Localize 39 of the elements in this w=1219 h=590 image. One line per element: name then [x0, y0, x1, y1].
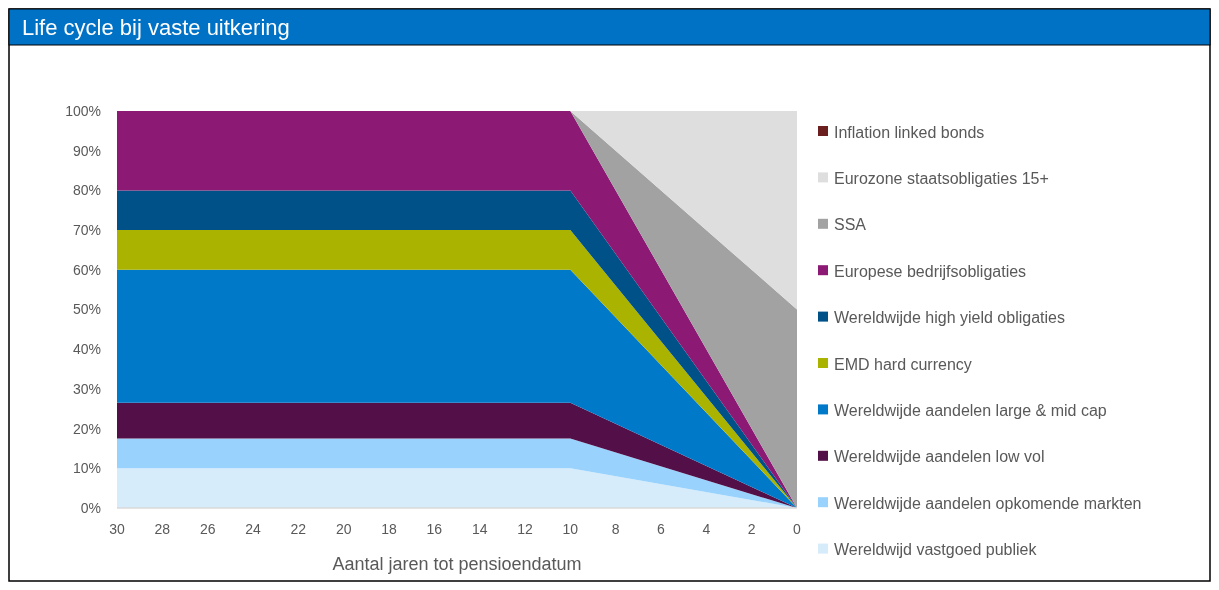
y-tick-label: 70%: [72, 222, 101, 238]
legend-label: Wereldwijde high yield obligaties: [834, 309, 1065, 327]
x-tick-label: 20: [335, 521, 352, 537]
y-tick-label: 40%: [72, 341, 101, 358]
x-tick-label: 26: [199, 521, 216, 537]
y-tick-label: 100%: [65, 102, 101, 119]
x-tick-label: 30: [109, 521, 125, 537]
legend-label: Wereldwijde aandelen low vol: [834, 448, 1045, 466]
x-tick-label: 10: [562, 521, 579, 537]
chart-title: Life cycle bij vaste uitkering: [22, 15, 290, 40]
y-tick-label: 60%: [72, 261, 101, 278]
x-tick-label: 0: [793, 521, 802, 537]
y-tick-label: 50%: [72, 301, 101, 318]
y-tick-label: 90%: [72, 142, 101, 159]
x-tick-label: 28: [154, 521, 171, 537]
y-tick-label: 20%: [72, 420, 101, 437]
x-tick-label: 18: [381, 521, 397, 537]
x-tick-label: 14: [471, 521, 488, 537]
x-tick-label: 24: [245, 521, 261, 537]
y-tick-label: 80%: [72, 182, 101, 199]
x-tick-label: 22: [290, 521, 307, 537]
x-tick-label: 8: [611, 521, 620, 537]
legend-label: Europese bedrijfsobligaties: [834, 262, 1027, 280]
legend-label: EMD hard currency: [834, 355, 972, 373]
y-tick-label: 10%: [72, 460, 101, 477]
y-tick-label: 30%: [72, 380, 101, 397]
x-axis-title: Aantal jaren tot pensioendatum: [332, 554, 582, 574]
y-tick-label: 0%: [80, 499, 101, 516]
legend-label: SSA: [834, 216, 867, 234]
legend-label: Wereldwijde aandelen opkomende markten: [834, 494, 1142, 512]
x-tick-label: 6: [657, 521, 666, 537]
legend-label: Inflation linked bonds: [834, 123, 985, 141]
x-tick-label: 4: [702, 521, 711, 537]
x-tick-label: 12: [517, 521, 533, 537]
x-tick-label: 16: [426, 521, 443, 537]
legend-label: Wereldwijde aandelen large & mid cap: [834, 402, 1107, 419]
legend-label: Wereldwijd vastgoed publiek: [834, 541, 1038, 559]
legend-label: Eurozone staatsobligaties 15+: [834, 170, 1049, 187]
x-tick-label: 2: [747, 521, 756, 537]
